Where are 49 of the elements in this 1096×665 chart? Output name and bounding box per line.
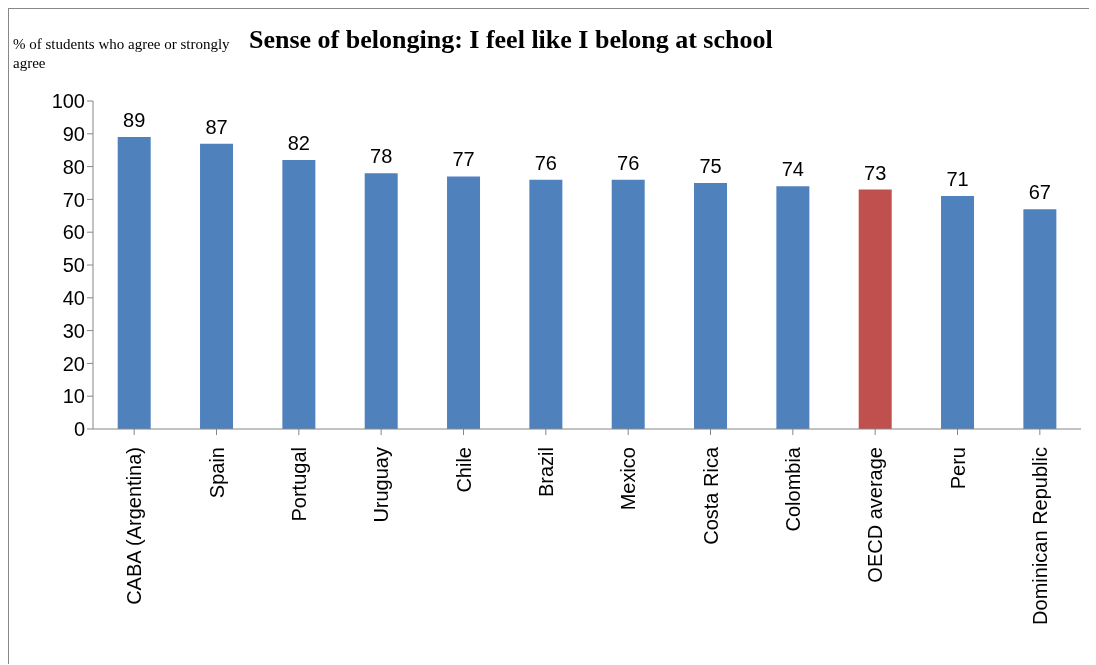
x-tick-label: Dominican Republic: [1028, 447, 1051, 625]
x-tick-label: OECD average: [864, 447, 887, 583]
data-label: 77: [452, 148, 475, 171]
x-tick-label: Portugal: [287, 447, 310, 522]
data-label: 73: [864, 161, 887, 184]
y-tick-label: 60: [62, 221, 85, 244]
bar: [694, 183, 728, 429]
data-label: 74: [781, 158, 804, 181]
y-tick-label: 80: [62, 155, 85, 178]
y-tick-label: 40: [62, 286, 85, 309]
x-tick-label: Chile: [452, 447, 475, 493]
y-tick-label: 50: [62, 254, 85, 277]
bar: [776, 186, 810, 429]
y-tick-label: 10: [62, 385, 85, 408]
chart-title: Sense of belonging: I feel like I belong at school: [249, 25, 773, 55]
bar: [200, 143, 234, 429]
y-tick-label: 70: [62, 188, 85, 211]
x-tick-label: Colombia: [781, 446, 804, 532]
x-tick-label: CABA (Argentina): [123, 447, 146, 605]
bar: [611, 179, 645, 429]
y-axis-title: % of students who agree or strongly agree: [13, 35, 231, 73]
bar: [447, 176, 481, 429]
data-label: 76: [617, 151, 640, 174]
y-tick-label: 0: [73, 418, 85, 441]
data-label: 71: [946, 168, 969, 191]
data-label: 78: [370, 145, 393, 168]
y-tick-label: 100: [51, 90, 85, 113]
bar: [1023, 209, 1057, 429]
x-tick-label: Mexico: [617, 447, 640, 511]
data-label: 67: [1028, 181, 1051, 204]
bar: [117, 137, 151, 429]
y-tick-label: 30: [62, 319, 85, 342]
data-label: 76: [534, 151, 557, 174]
bar: [941, 196, 975, 429]
x-tick-label: Brazil: [534, 447, 557, 498]
y-tick-label: 90: [62, 122, 85, 145]
y-tick-label: 20: [62, 352, 85, 375]
data-label: 75: [699, 155, 722, 177]
x-tick-label: Uruguay: [370, 447, 393, 523]
x-tick-label: Costa Rica: [699, 446, 722, 545]
data-label: 87: [205, 115, 228, 138]
data-label: 89: [123, 109, 146, 132]
x-tick-label: Spain: [205, 447, 228, 499]
x-tick-label: Peru: [946, 447, 969, 490]
bar: [282, 160, 316, 429]
bar: [529, 179, 563, 429]
bar: [364, 173, 398, 429]
bar: [858, 189, 892, 429]
data-label: 82: [287, 132, 310, 155]
